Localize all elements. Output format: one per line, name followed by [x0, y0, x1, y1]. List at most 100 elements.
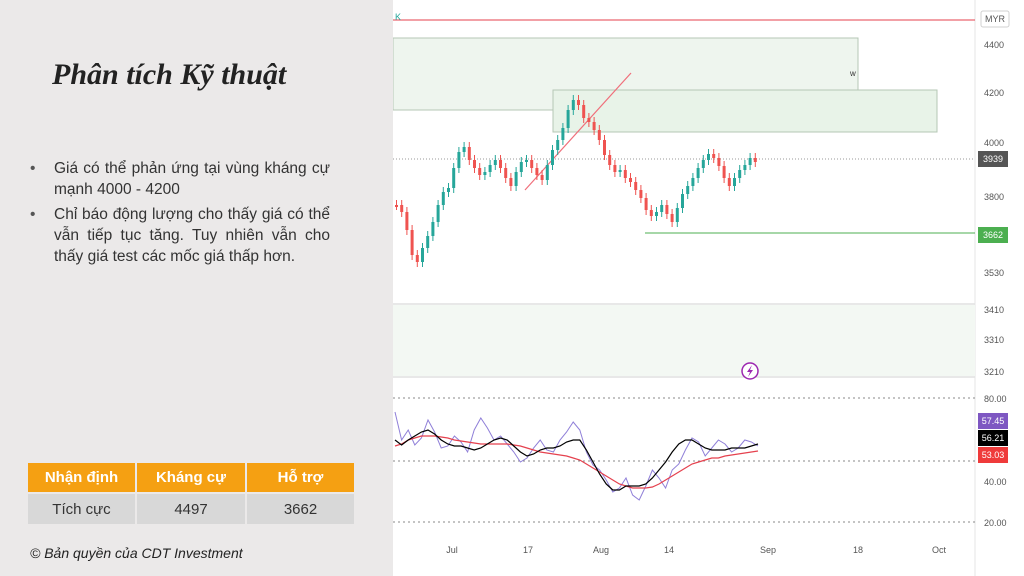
time-tick: Aug: [593, 545, 609, 555]
candle-body: [696, 168, 700, 178]
price-axis[interactable]: MYR 4400 4200 4000 3800 3530 3410 3310 3…: [978, 10, 1010, 528]
ma-red-line[interactable]: [394, 435, 759, 489]
candle-body: [675, 208, 679, 222]
time-tick: 17: [523, 545, 533, 555]
time-axis[interactable]: Jul 17 Aug 14 Sep 18 Oct: [446, 545, 946, 555]
candle-body: [587, 118, 591, 122]
header-support: Hỗ trợ: [246, 463, 354, 493]
candle-body: [660, 205, 664, 212]
candle-body: [493, 160, 497, 165]
candle-body: [395, 205, 398, 207]
indicator-value: 53.03: [982, 450, 1005, 460]
candle-body: [582, 105, 586, 118]
price-tick: 4000: [984, 138, 1004, 148]
candle-body: [499, 160, 502, 168]
trendline[interactable]: [524, 72, 632, 191]
time-tick: 18: [853, 545, 863, 555]
candlesticks: [395, 95, 757, 267]
candle-body: [561, 128, 565, 140]
copyright-text: © Bản quyền của CDT Investment: [30, 545, 243, 561]
price-tick: 3800: [984, 192, 1004, 202]
candle-body: [545, 165, 549, 180]
candle-body: [707, 154, 710, 160]
candle-body: [686, 186, 690, 194]
candle-body: [556, 140, 560, 150]
candle-body: [743, 165, 747, 170]
currency-badge[interactable]: [980, 10, 1010, 28]
candle-body: [665, 205, 669, 214]
current-price-label: 3939: [983, 154, 1003, 164]
candle-body: [535, 168, 539, 175]
candle-body: [488, 165, 492, 172]
indicator-tick: 40.00: [984, 477, 1007, 487]
candle-body: [701, 160, 705, 168]
alert-icon[interactable]: [741, 362, 759, 380]
candle-body: [748, 158, 752, 165]
candle-body: [514, 172, 518, 186]
zone-label: w: [849, 69, 856, 78]
ma-black-line[interactable]: [394, 429, 759, 491]
candle-body: [525, 160, 528, 162]
rsi-line[interactable]: [394, 411, 759, 501]
price-chart[interactable]: K w MYR 4400 4200 4000 3800 3530: [393, 0, 1024, 576]
analysis-bullets: Giá có thể phản ứng tại vùng kháng cự mạ…: [30, 158, 330, 271]
candle-body: [551, 150, 554, 165]
candle-body: [717, 158, 721, 166]
candle-body: [504, 168, 508, 178]
chart-canvas[interactable]: K w MYR 4400 4200 4000 3800 3530: [393, 0, 1024, 576]
indicator-value: 56.21: [982, 433, 1005, 443]
indicator-tick: 80.00: [984, 394, 1007, 404]
resistance-zone[interactable]: [552, 89, 938, 133]
price-tick: 3310: [984, 335, 1004, 345]
candle-body: [426, 236, 430, 248]
candle-body: [421, 248, 424, 262]
candle-body: [519, 162, 523, 172]
bullet-item: Giá có thể phản ứng tại vùng kháng cự mạ…: [30, 158, 330, 200]
page-title: Phân tích Kỹ thuật: [52, 58, 287, 91]
candle-body: [400, 205, 404, 212]
support-price-badge: [978, 227, 1008, 243]
candle-body: [613, 165, 617, 172]
support-price-label: 3662: [983, 230, 1003, 240]
header-outlook: Nhận định: [28, 463, 137, 493]
header-resistance: Kháng cự: [136, 463, 247, 493]
price-tick: 3210: [984, 367, 1004, 377]
cell-support: 3662: [246, 492, 354, 524]
candle-body: [592, 122, 596, 130]
candle-body: [566, 110, 570, 128]
candle-body: [436, 205, 440, 222]
candle-body: [441, 192, 445, 205]
candle-body: [603, 140, 606, 155]
candle-body: [571, 100, 575, 110]
top-left-marker: K: [395, 12, 401, 22]
candle-body: [655, 212, 658, 216]
cell-resistance: 4497: [136, 492, 247, 524]
candle-body: [727, 178, 731, 186]
indicator-tick: 20.00: [984, 518, 1007, 528]
candle-body: [447, 188, 450, 192]
candle-body: [712, 154, 716, 158]
table-row: Tích cực 4497 3662: [28, 492, 354, 524]
candle-body: [467, 147, 471, 160]
candle-body: [473, 160, 476, 168]
indicator-badge: [978, 430, 1008, 446]
candle-body: [530, 160, 534, 168]
price-tick: 3530: [984, 268, 1004, 278]
candle-body: [691, 178, 695, 186]
candle-body: [623, 170, 627, 178]
candle-body: [608, 155, 612, 165]
candle-body: [639, 190, 643, 198]
currency-label: MYR: [985, 14, 1006, 24]
candle-body: [644, 198, 648, 210]
table-header-row: Nhận định Kháng cự Hỗ trợ: [28, 463, 354, 493]
price-tick: 4200: [984, 88, 1004, 98]
current-price-badge: [978, 151, 1008, 167]
candle-body: [405, 212, 409, 230]
lower-zone: [393, 305, 975, 376]
analysis-panel: Phân tích Kỹ thuật Giá có thể phản ứng t…: [0, 0, 393, 576]
candle-body: [629, 178, 632, 182]
candle-body: [478, 168, 482, 175]
summary-table: Nhận định Kháng cự Hỗ trợ Tích cực 4497 …: [28, 463, 354, 524]
candle-body: [410, 230, 414, 255]
candle-body: [431, 222, 435, 236]
